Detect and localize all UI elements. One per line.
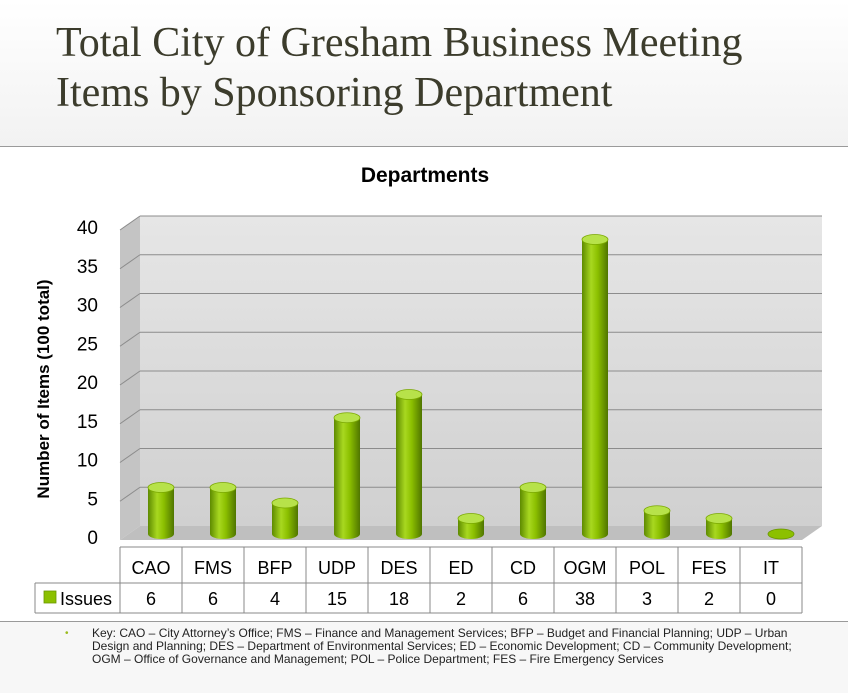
bar-top [395,389,423,400]
bar-body [396,394,422,539]
bar [395,389,423,539]
bar [705,513,733,539]
data-label: 6 [518,589,528,609]
y-tick-label: 30 [77,296,98,317]
key-text: Key: CAO – City Attorney’s Office; FMS –… [92,626,792,666]
bar-body [148,487,174,539]
bar [457,513,485,539]
bar-body [272,503,298,539]
gridline-side [119,409,141,425]
bullet-icon: • [65,628,69,639]
bar-top [767,528,795,540]
data-label: 2 [456,589,466,609]
bar-top [147,482,175,493]
bar-top [209,482,237,493]
data-label: 15 [327,589,347,609]
data-label: 6 [146,589,156,609]
data-label: 6 [208,589,218,609]
data-label: 0 [766,589,776,609]
y-tick-label: 5 [87,489,98,510]
slide-title: Total City of Gresham Business Meeting I… [56,20,743,116]
x-tick-label: IT [763,558,779,578]
bar-top [519,482,547,493]
bar-top [271,497,299,509]
bar-body [644,510,670,539]
x-tick-label: DES [380,558,417,578]
x-tick-label: POL [629,558,665,578]
legend-label: Issues [60,589,112,609]
x-tick-label: ED [448,558,473,578]
y-tick-label: 20 [77,373,98,394]
bar [147,482,175,539]
data-label: 2 [704,589,714,609]
x-tick-label: FES [691,558,726,578]
bar-top [333,412,361,424]
bar-body [520,487,546,539]
gridline-side [119,448,141,463]
chart-title: Departments [361,164,489,187]
y-tick-label: 0 [87,528,98,549]
x-tick-label: OGM [564,558,607,578]
y-tick-label: 10 [77,451,98,472]
data-label: 3 [642,589,652,609]
slide-header: Total City of Gresham Business Meeting I… [0,0,848,146]
gridline-side [119,254,141,270]
x-tick-label: CD [510,558,536,578]
bar [271,497,299,539]
chart-area: 0 5 10 15 20 25 30 35 40 CAO 6 FMS 6 BFP 4 UDP 15 DES 18 E… [0,147,848,622]
y-axis-label: Number of Items (100 total) [34,279,53,498]
gridline-side [119,215,141,231]
bar [519,482,547,539]
data-label: 18 [389,589,409,609]
x-tick-label: UDP [318,558,356,578]
bar [209,482,237,539]
bar-body [210,487,236,539]
x-tick-label: BFP [257,558,292,578]
x-tick-label: CAO [131,558,170,578]
bar-body [334,417,360,539]
bar-body [458,518,484,539]
x-tick-label: FMS [194,558,232,578]
data-label: 38 [575,589,595,609]
bar-body [582,239,608,539]
bar [581,234,609,539]
bar [333,412,361,539]
gridline-side [119,486,141,502]
y-tick-label: 15 [77,412,98,433]
y-tick-label: 25 [77,334,98,355]
legend-swatch [43,590,57,604]
y-tick-label: 35 [77,257,98,278]
footer-divider [0,621,848,622]
gridline-side [119,370,141,386]
y-tick-label: 40 [77,218,98,239]
bar-top [457,513,485,524]
bar [767,528,795,540]
key-footnote: • Key: CAO – City Attorney’s Office; FMS… [0,622,848,693]
bar-top [705,513,733,524]
gridline-side [119,293,141,308]
data-label: 4 [270,589,280,609]
bar [643,505,671,539]
bar-body [706,518,732,539]
gridline-side [119,331,141,347]
bar-top [581,234,609,245]
header-divider [0,146,848,147]
bar-top [643,505,671,517]
